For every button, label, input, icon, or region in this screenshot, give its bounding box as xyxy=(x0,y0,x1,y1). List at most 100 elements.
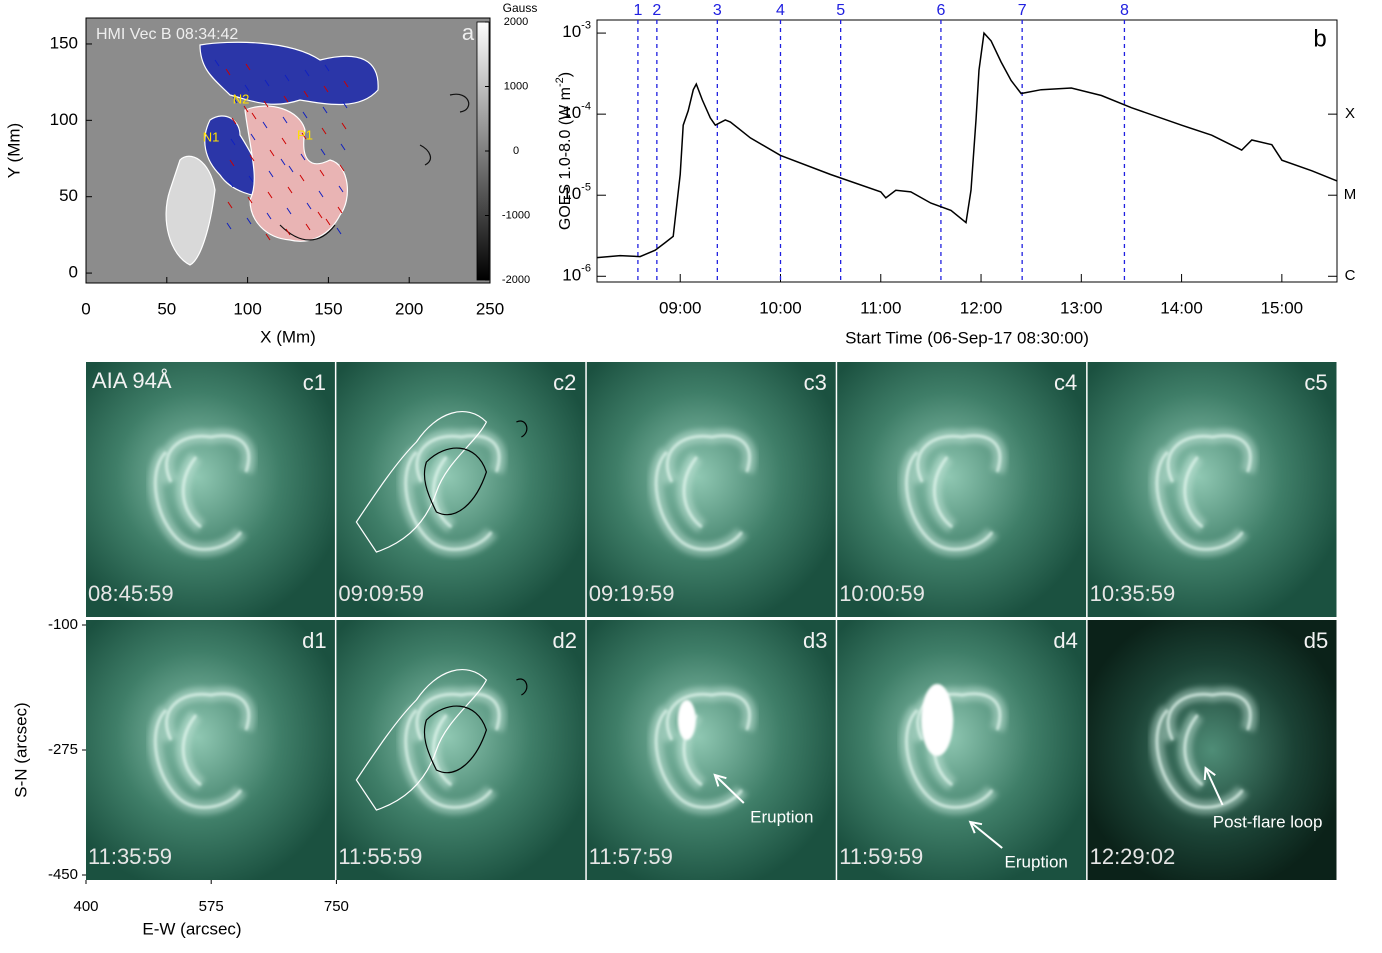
panel-label: c5 xyxy=(1304,370,1327,395)
image-title: AIA 94Å xyxy=(92,368,172,393)
field-vector xyxy=(337,206,343,214)
field-vector xyxy=(243,105,249,113)
aia-image xyxy=(837,620,1087,880)
polarity-region xyxy=(199,41,379,105)
panel-label: c4 xyxy=(1054,370,1077,395)
aia-image xyxy=(86,362,335,617)
field-vector xyxy=(229,159,235,167)
field-vector xyxy=(319,169,325,177)
y-tick-label: -450 xyxy=(48,866,78,883)
panel-label: d2 xyxy=(553,628,577,653)
field-vector xyxy=(226,222,232,230)
colorbar-tick-label: -1000 xyxy=(502,209,530,221)
x-tick-label: 150 xyxy=(314,299,342,318)
field-vector xyxy=(225,68,231,76)
image-background xyxy=(1087,620,1337,880)
field-vector xyxy=(339,164,345,172)
colorbar-tick-label: 2000 xyxy=(504,16,528,28)
y-tick-label: 10-3 xyxy=(562,19,591,41)
image-background xyxy=(837,362,1087,617)
panel-time: 11:35:59 xyxy=(88,844,172,869)
marker-label: 5 xyxy=(836,2,845,19)
x-tick-label: 200 xyxy=(395,299,423,318)
field-vector xyxy=(304,69,310,77)
magnetogram xyxy=(86,18,490,283)
field-vector xyxy=(299,174,305,182)
x-tick-label: 750 xyxy=(324,898,349,915)
coronal-loops-core xyxy=(1155,692,1252,809)
field-vector xyxy=(342,101,348,109)
panel-time: 11:57:59 xyxy=(589,844,673,869)
tick-exponent: -3 xyxy=(581,19,591,31)
arrow xyxy=(714,774,745,804)
marker-label: 6 xyxy=(936,2,945,19)
contour-white xyxy=(355,411,488,553)
tick-base: 10 xyxy=(562,185,581,204)
field-vector xyxy=(281,137,287,145)
tick-base: 10 xyxy=(562,266,581,285)
goes-curve xyxy=(596,31,1338,259)
field-vector xyxy=(228,180,234,188)
panel-time: 09:09:59 xyxy=(338,581,424,606)
region-label: P1 xyxy=(297,127,313,142)
field-vector xyxy=(338,185,344,193)
field-vector xyxy=(227,201,233,209)
marker-label: 4 xyxy=(776,2,785,19)
field-vector xyxy=(244,84,250,92)
coronal-loops-core xyxy=(404,434,501,551)
y-tick-label: 100 xyxy=(50,110,78,129)
x-axis-label: Start Time (06-Sep-17 08:30:00) xyxy=(845,328,1089,347)
panel-label: a xyxy=(462,20,475,45)
arrow-head xyxy=(968,820,983,834)
y-tick-label: -275 xyxy=(48,741,78,758)
region-label: N1 xyxy=(203,129,220,144)
region-label: N2 xyxy=(233,91,250,106)
y-tick-label: -100 xyxy=(48,616,78,633)
field-vector xyxy=(343,80,349,88)
y-axis-label: Y (Mm) xyxy=(4,123,23,178)
field-vector xyxy=(302,111,308,119)
y-axis-label-part: GOES 1.0-8.0 (W m xyxy=(557,87,574,230)
field-vector xyxy=(284,74,290,82)
arrow xyxy=(1204,767,1224,806)
x-tick-label: 14:00 xyxy=(1160,298,1203,317)
y-axis-label-part: ) xyxy=(557,72,574,77)
marker-label: 7 xyxy=(1018,2,1027,19)
arrow-head xyxy=(1203,766,1216,781)
field-vector xyxy=(247,196,253,204)
panel-label: d3 xyxy=(803,628,827,653)
coronal-loops-core xyxy=(1155,434,1252,551)
field-vector xyxy=(306,202,312,210)
coronal-loops-core xyxy=(404,692,501,809)
panel-time: 10:35:59 xyxy=(1090,581,1176,606)
contour-black xyxy=(423,678,528,774)
y-tick-label: 50 xyxy=(59,186,78,205)
field-vector xyxy=(262,121,268,129)
image-background xyxy=(837,620,1087,880)
frame xyxy=(85,17,491,284)
x-tick-label: 100 xyxy=(233,299,261,318)
tick-exponent: -5 xyxy=(581,181,591,193)
panel-label: b xyxy=(1313,25,1326,52)
x-tick-label: 575 xyxy=(199,898,224,915)
colorbar-tick-label: 0 xyxy=(513,145,519,157)
panel-time: 11:59:59 xyxy=(839,844,923,869)
y2-tick-label: M xyxy=(1344,186,1357,203)
field-vector xyxy=(336,227,342,235)
panel-time: 11:55:59 xyxy=(338,844,422,869)
x-tick-label: 250 xyxy=(476,299,504,318)
aia-image xyxy=(336,620,586,880)
tick-base: 10 xyxy=(562,104,581,123)
field-vector xyxy=(324,64,330,72)
field-vector xyxy=(249,154,255,162)
colorbar-tick-label: 1000 xyxy=(504,80,528,92)
field-vector xyxy=(317,211,323,219)
colorbar-tick-label: -2000 xyxy=(502,274,530,286)
aia-image xyxy=(586,620,836,880)
marker-label: 8 xyxy=(1120,2,1129,19)
field-vector xyxy=(245,63,251,71)
field-vector xyxy=(248,175,254,183)
x-tick-label: 12:00 xyxy=(960,298,1003,317)
aia-image xyxy=(336,362,586,617)
